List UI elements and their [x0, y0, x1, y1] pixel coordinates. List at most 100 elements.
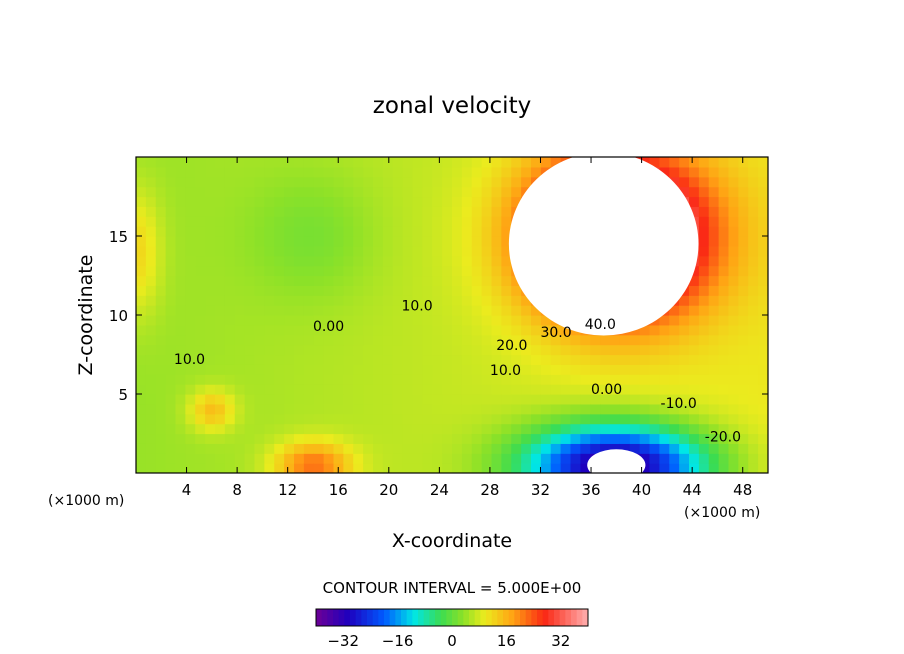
- heatmap-cell: [422, 453, 433, 464]
- heatmap-cell: [718, 374, 730, 385]
- heatmap-cell: [175, 324, 186, 336]
- heatmap-cell: [698, 186, 710, 198]
- heatmap-cell: [501, 265, 512, 277]
- heatmap-cell: [511, 413, 522, 425]
- heatmap-cell: [461, 255, 473, 267]
- colorbar-tick-label: 16: [497, 632, 516, 650]
- heatmap-cell: [136, 176, 147, 188]
- colorbar-swatch: [372, 609, 379, 626]
- heatmap-cell: [363, 216, 374, 227]
- heatmap-cell: [333, 453, 344, 464]
- heatmap-cell: [136, 374, 147, 385]
- heatmap-cell: [234, 403, 246, 415]
- heatmap-cell: [550, 344, 562, 356]
- heatmap-cell: [511, 157, 522, 168]
- heatmap-cell: [679, 463, 690, 473]
- heatmap-cell: [274, 157, 285, 168]
- heatmap-cell: [531, 423, 542, 435]
- heatmap-cell: [343, 245, 354, 257]
- heatmap-cell: [511, 196, 522, 207]
- heatmap-cell: [698, 305, 710, 316]
- heatmap-cell: [718, 216, 730, 227]
- heatmap-cell: [698, 245, 710, 257]
- heatmap-cell: [540, 453, 552, 464]
- heatmap-cell: [629, 403, 641, 415]
- heatmap-cell: [531, 463, 542, 473]
- heatmap-cell: [619, 374, 631, 385]
- heatmap-cell: [264, 364, 275, 375]
- heatmap-cell: [373, 275, 384, 286]
- heatmap-cell: [600, 364, 611, 375]
- heatmap-cell: [244, 295, 256, 306]
- heatmap-cell: [294, 157, 305, 168]
- heatmap-cell: [145, 354, 157, 365]
- heatmap-cell: [461, 463, 473, 473]
- contour-label: 20.0: [496, 338, 527, 354]
- heatmap-cell: [629, 374, 641, 385]
- heatmap-cell: [728, 176, 739, 188]
- heatmap-cell: [205, 334, 216, 346]
- heatmap-cell: [501, 453, 512, 464]
- heatmap-cell: [205, 315, 216, 326]
- heatmap-cell: [185, 216, 196, 227]
- heatmap-cell: [382, 245, 394, 257]
- heatmap-cell: [254, 354, 265, 365]
- heatmap-cell: [382, 186, 394, 198]
- heatmap-cell: [274, 285, 285, 296]
- heatmap-cell: [136, 423, 147, 435]
- heatmap-cell: [689, 453, 700, 464]
- heatmap-cell: [432, 285, 443, 296]
- heatmap-cell: [461, 186, 473, 198]
- heatmap-cell: [175, 255, 186, 267]
- heatmap-cell: [481, 305, 493, 316]
- heatmap-cell: [629, 344, 641, 356]
- heatmap-cell: [382, 295, 394, 306]
- heatmap-cell: [610, 443, 621, 454]
- heatmap-cell: [313, 334, 325, 346]
- heatmap-cell: [689, 196, 700, 207]
- heatmap-cell: [540, 463, 552, 473]
- x-units-left: (×1000 m): [48, 493, 124, 509]
- heatmap-cell: [471, 344, 483, 356]
- heatmap-cell: [175, 285, 186, 296]
- heatmap-cell: [323, 216, 335, 227]
- heatmap-cell: [461, 413, 473, 425]
- heatmap-cell: [432, 453, 443, 464]
- heatmap-cell: [659, 157, 670, 168]
- heatmap-cell: [195, 354, 206, 365]
- heatmap-cell: [679, 394, 690, 405]
- heatmap-cell: [432, 394, 443, 405]
- heatmap-cell: [698, 334, 710, 346]
- heatmap-cell: [274, 186, 285, 198]
- heatmap-cell: [610, 334, 621, 346]
- heatmap-cell: [244, 453, 256, 464]
- heatmap-cell: [422, 324, 433, 336]
- heatmap-cell: [758, 354, 768, 365]
- heatmap-cell: [175, 463, 186, 473]
- heatmap-cell: [422, 186, 433, 198]
- heatmap-cell: [205, 305, 216, 316]
- heatmap-cell: [442, 226, 453, 237]
- heatmap-cell: [698, 315, 710, 326]
- heatmap-cell: [412, 423, 423, 435]
- heatmap-cell: [402, 216, 414, 227]
- heatmap-cell: [294, 403, 305, 415]
- heatmap-cell: [165, 226, 177, 237]
- heatmap-cell: [471, 265, 483, 277]
- heatmap-cell: [244, 245, 256, 257]
- heatmap-cell: [590, 413, 601, 425]
- heatmap-cell: [224, 324, 236, 336]
- heatmap-cell: [432, 157, 443, 168]
- heatmap-cell: [649, 334, 660, 346]
- colorbar-swatch: [384, 609, 391, 626]
- heatmap-cell: [155, 384, 167, 395]
- heatmap-cell: [689, 176, 700, 188]
- heatmap-cell: [343, 374, 354, 385]
- heatmap-cell: [442, 176, 453, 188]
- colorbar-swatch: [463, 609, 470, 626]
- heatmap-cell: [284, 285, 295, 296]
- heatmap-cell: [590, 344, 601, 356]
- heatmap-cell: [274, 206, 285, 217]
